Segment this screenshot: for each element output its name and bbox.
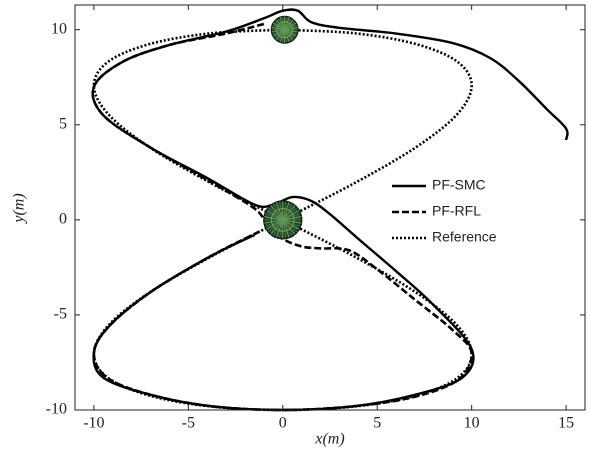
x-tick-label: 0 (279, 415, 287, 432)
legend-label: Reference (432, 229, 497, 245)
obstacle-pattern (282, 219, 290, 238)
obstacle-pattern (282, 219, 301, 227)
obstacle-pattern (264, 216, 283, 221)
obstacle-pattern (270, 219, 284, 235)
x-tick-label: 15 (558, 415, 574, 432)
obstacle-ring (276, 21, 293, 38)
series-line (91, 22, 474, 412)
obstacle-pattern (282, 219, 300, 230)
obstacle-pattern (275, 201, 284, 220)
obstacle-pattern (264, 219, 283, 224)
plot-area (75, 5, 585, 410)
obstacle-pattern (282, 213, 301, 221)
legend-label: PF-SMC (432, 177, 486, 193)
obstacle-pattern (282, 203, 293, 221)
y-tick-label: -10 (46, 401, 67, 418)
obstacle (263, 200, 303, 240)
obstacle-pattern (282, 205, 296, 221)
obstacle-pattern (284, 27, 298, 31)
obstacle-pattern (268, 207, 284, 221)
obstacle-pattern (270, 205, 284, 221)
y-tick-label: -5 (54, 306, 67, 323)
obstacle-pattern (264, 213, 283, 221)
legend-label: PF-RFL (432, 203, 481, 219)
obstacle-pattern (282, 219, 298, 233)
obstacle-pattern (282, 219, 296, 235)
obstacle-pattern (282, 216, 302, 221)
obstacle-pattern (282, 219, 287, 239)
y-tick-label: 5 (59, 115, 67, 132)
obstacle-pattern (275, 219, 284, 238)
obstacle-pattern (279, 201, 284, 220)
obstacle-pattern (266, 210, 283, 221)
plot-frame (74, 4, 586, 411)
x-tick-label: -10 (83, 415, 104, 432)
obstacle-pattern (264, 219, 283, 227)
obstacle-pattern (268, 219, 284, 233)
obstacle-pattern (282, 201, 290, 220)
x-tick-label: 5 (373, 415, 381, 432)
obstacle-pattern (279, 219, 284, 239)
series-line (92, 28, 473, 412)
obstacle-pattern (282, 219, 302, 224)
obstacle-pattern (282, 207, 298, 221)
y-tick-label: 0 (59, 211, 67, 228)
x-tick-label: 10 (464, 415, 480, 432)
y-axis-label: y(m) (11, 193, 28, 224)
obstacle-pattern (266, 219, 283, 230)
obstacle-pattern (272, 219, 284, 237)
x-tick-label: -5 (182, 415, 195, 432)
x-axis-label: x(m) (314, 431, 344, 448)
obstacle-pattern (272, 203, 284, 221)
obstacle-ring (271, 208, 295, 232)
y-tick-label: 10 (51, 20, 67, 37)
obstacle-pattern (282, 210, 300, 221)
obstacle-pattern (282, 219, 293, 237)
obstacle-pattern (282, 201, 287, 220)
obstacle (270, 15, 299, 44)
